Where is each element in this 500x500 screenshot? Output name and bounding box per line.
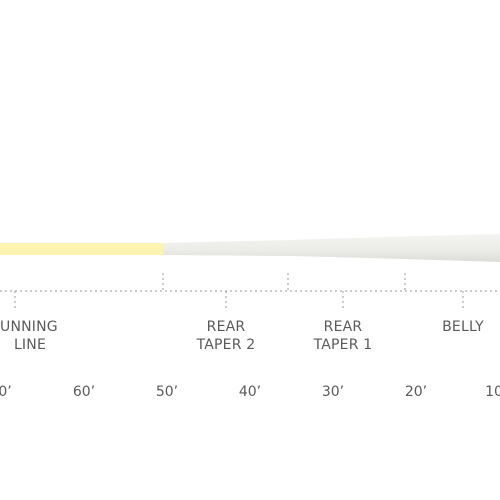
distance-label-70: 0’ (0, 384, 12, 400)
section-label-running-line-line1: UNNING (0, 319, 58, 335)
distance-label-60: 60’ (72, 384, 96, 400)
section-label-running-line-line2: LINE (13, 337, 46, 353)
distance-label-30: 30’ (321, 384, 345, 400)
section-label-belly-line1: BELLY (442, 319, 484, 335)
section-label-rear-taper-2-line2: TAPER 2 (196, 337, 256, 353)
distance-label-10: 10 (485, 384, 500, 400)
distance-label-50: 50’ (155, 384, 179, 400)
running-line-segment (0, 243, 163, 255)
section-label-rear-taper-1-line2: TAPER 1 (313, 337, 373, 353)
section-label-belly: BELLY (423, 318, 500, 336)
section-label-rear-taper-1-line1: REAR (323, 319, 363, 335)
section-label-rear-taper-2: REAR TAPER 2 (186, 318, 266, 354)
section-label-running-line: UNNING LINE (0, 318, 58, 354)
section-label-rear-taper-1: REAR TAPER 1 (303, 318, 383, 354)
line-head-taper (163, 234, 500, 262)
distance-label-20: 20’ (404, 384, 428, 400)
section-label-rear-taper-2-line1: REAR (206, 319, 246, 335)
distance-label-40: 40’ (238, 384, 262, 400)
